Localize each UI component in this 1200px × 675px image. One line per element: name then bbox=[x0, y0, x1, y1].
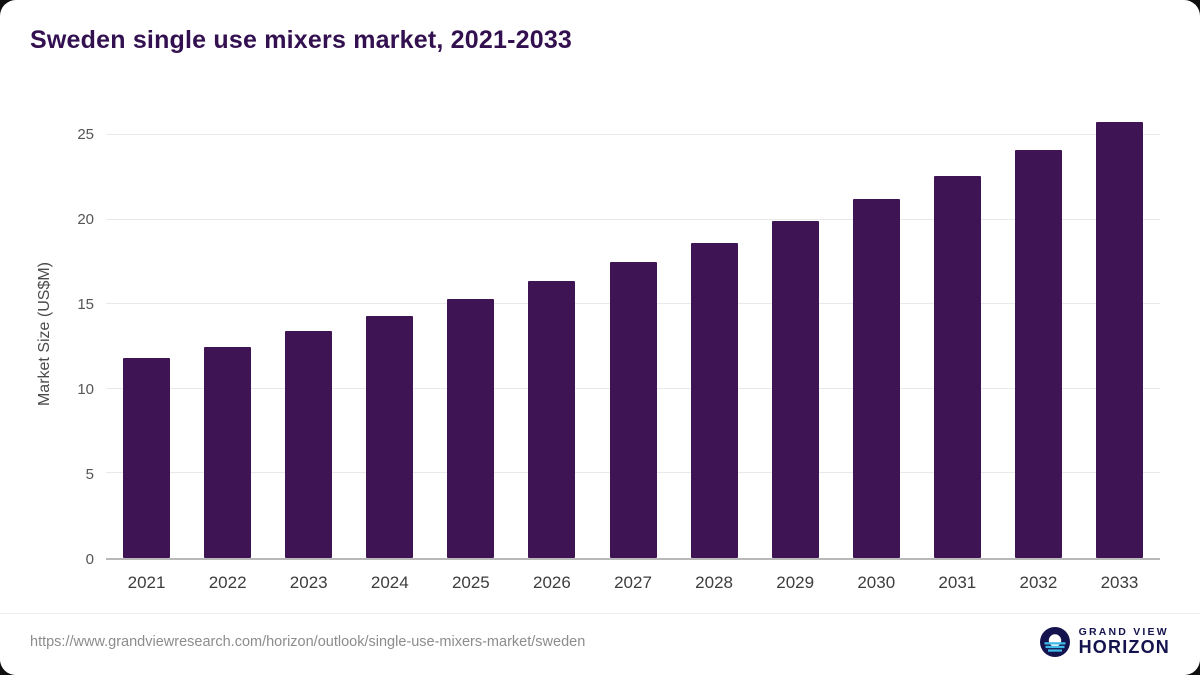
bar-slot-2022 bbox=[187, 108, 268, 558]
gridline-25 bbox=[106, 134, 1160, 136]
plot-column: 2021 2022 2023 2024 2025 2026 2027 2028 2029 2030… bbox=[106, 108, 1160, 593]
y-tick-label-25: 25 bbox=[77, 126, 94, 144]
bar-slot-2021 bbox=[106, 108, 187, 558]
bar-2022 bbox=[204, 346, 252, 558]
y-axis-ticks: 0 5 10 15 20 25 bbox=[62, 108, 106, 568]
page-title: Sweden single use mixers market, 2021-20… bbox=[30, 26, 573, 54]
bar-2032 bbox=[1014, 150, 1062, 558]
x-label-2026: 2026 bbox=[533, 573, 571, 592]
y-tick-label-5: 5 bbox=[85, 466, 94, 484]
y-tick-label-0: 0 bbox=[85, 551, 94, 568]
x-label-2023: 2023 bbox=[289, 573, 328, 592]
bar-slot-2030 bbox=[836, 108, 917, 558]
x-label-2027: 2027 bbox=[614, 573, 652, 592]
bar-slot-2029 bbox=[755, 108, 836, 558]
bar-2027 bbox=[609, 261, 657, 558]
y-tick-label-15: 15 bbox=[77, 296, 94, 314]
bar-2031 bbox=[933, 175, 981, 558]
bar-2029 bbox=[771, 221, 819, 558]
x-label-2031: 2031 bbox=[938, 573, 977, 592]
plot-area bbox=[106, 108, 1160, 560]
bar-2024 bbox=[366, 316, 414, 558]
bar-slot-2026 bbox=[511, 108, 592, 558]
bar-slot-2033 bbox=[1079, 108, 1160, 558]
bar-2025 bbox=[447, 299, 495, 558]
x-label-2021: 2021 bbox=[127, 573, 166, 592]
bar-chart: Market Size (US$M) 0 5 10 15 20 25 2021 2022 20… bbox=[28, 108, 1160, 593]
x-label-2032: 2032 bbox=[1019, 573, 1058, 592]
bars-container bbox=[106, 108, 1160, 558]
bar-slot-2025 bbox=[430, 108, 511, 558]
bar-slot-2028 bbox=[674, 108, 755, 558]
bar-slot-2031 bbox=[917, 108, 998, 558]
bar-2021 bbox=[123, 358, 171, 558]
logo-text: GRAND VIEW HORIZON bbox=[1079, 627, 1170, 657]
x-label-2029: 2029 bbox=[776, 573, 815, 592]
bar-2033 bbox=[1095, 121, 1143, 558]
horizon-logo-icon bbox=[1039, 627, 1070, 657]
x-label-2022: 2022 bbox=[208, 573, 247, 592]
footer: https://www.grandviewresearch.com/horizo… bbox=[0, 613, 1200, 675]
y-tick-label-10: 10 bbox=[77, 381, 94, 399]
y-axis-label: Market Size (US$M) bbox=[36, 261, 53, 407]
y-tick-label-20: 20 bbox=[77, 211, 94, 229]
bar-slot-2027 bbox=[592, 108, 673, 558]
logo-line1: GRAND VIEW bbox=[1078, 626, 1169, 639]
bar-2026 bbox=[528, 280, 576, 558]
bar-2030 bbox=[852, 199, 900, 558]
bar-slot-2032 bbox=[998, 108, 1079, 558]
logo-line2: HORIZON bbox=[1078, 637, 1170, 658]
bar-2023 bbox=[285, 331, 333, 558]
y-axis-label-wrap: Market Size (US$M) bbox=[28, 108, 62, 560]
x-label-2028: 2028 bbox=[695, 573, 733, 592]
x-label-2033: 2033 bbox=[1100, 573, 1139, 592]
x-label-2030: 2030 bbox=[857, 573, 896, 592]
bar-slot-2023 bbox=[268, 108, 349, 558]
bar-slot-2024 bbox=[349, 108, 430, 558]
gridline-20 bbox=[106, 218, 1160, 220]
source-url: https://www.grandviewresearch.com/horizo… bbox=[30, 634, 586, 650]
x-axis-labels: 2021 2022 2023 2024 2025 2026 2027 2028 2029 2030… bbox=[106, 560, 1160, 593]
bar-2028 bbox=[690, 243, 738, 558]
x-label-2025: 2025 bbox=[451, 573, 490, 592]
brand-logo: GRAND VIEW HORIZON bbox=[1039, 627, 1170, 657]
x-label-2024: 2024 bbox=[370, 573, 409, 592]
